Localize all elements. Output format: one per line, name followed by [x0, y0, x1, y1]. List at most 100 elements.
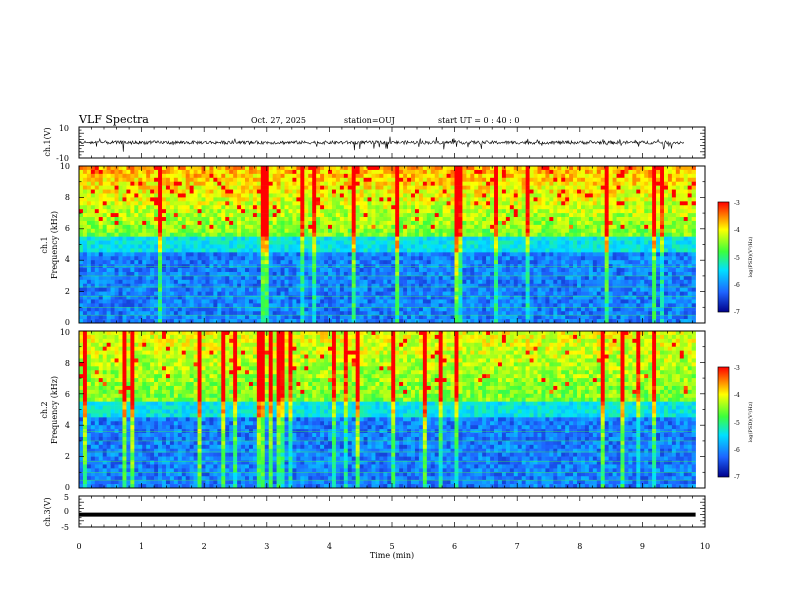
- ch1-spectrogram-cell: [328, 228, 333, 234]
- ch1-spectrogram-cell: [276, 279, 281, 285]
- ch1-spectrogram-cell: [268, 287, 273, 292]
- ch1-spectrogram-cell: [205, 228, 210, 234]
- ch1-spectrogram-cell: [201, 240, 206, 245]
- ch1-spectrogram-cell: [304, 271, 309, 277]
- ch1-spectrogram-cell: [466, 205, 471, 210]
- ch1-spectrogram-cell: [154, 291, 159, 296]
- ch1-spectrogram-cell: [422, 248, 428, 253]
- ch1-spectrogram-cell: [185, 173, 190, 179]
- ch1-spectrogram-cell: [403, 268, 408, 273]
- ch1-spectrogram-cell: [82, 240, 88, 245]
- ch1-spectrogram-cell: [478, 248, 483, 253]
- ch1-spectrogram-cell: [114, 260, 119, 265]
- ch1-spectrogram-cell: [383, 256, 388, 261]
- ch1-spectrogram-cell: [312, 248, 317, 253]
- ch1-spectrogram-cell: [549, 244, 554, 249]
- ch1-spectrogram-cell: [343, 311, 349, 316]
- ch1-spectrogram-cell: [442, 166, 447, 171]
- ch1-spectrogram-cell: [454, 209, 459, 214]
- ch1-spectrogram-cell: [387, 295, 392, 300]
- ch1-spectrogram-cell: [347, 260, 353, 265]
- ch1-spectrogram-cell: [118, 260, 123, 265]
- ch1-spectrogram-cell: [351, 181, 356, 186]
- ch1-spectrogram-cell: [158, 185, 163, 190]
- ch1-spectrogram-cell: [150, 256, 155, 261]
- ch1-spectrogram-cell: [248, 197, 254, 202]
- ch1-spectrogram-cell: [537, 315, 542, 320]
- ch1-spectrogram-cell: [442, 224, 447, 230]
- ch1-spectrogram-cell: [177, 173, 183, 179]
- ch1-spectrogram-cell: [426, 303, 432, 308]
- ch1-spectrogram-cell: [284, 185, 289, 190]
- ch1-spectrogram-cell: [252, 315, 258, 320]
- ch1-spectrogram-cell: [169, 295, 175, 300]
- ch1-spectrogram-cell: [533, 236, 538, 241]
- ch1-spectrogram-cell: [122, 271, 127, 277]
- ch1-spectrogram-cell: [395, 244, 400, 249]
- ch1-spectrogram-cell: [106, 303, 111, 308]
- ch1-spectrogram-cell: [146, 244, 151, 249]
- ch1-spectrogram-cell: [438, 307, 443, 312]
- ch1-spectrogram-cell: [142, 213, 147, 218]
- ch1-spectrogram-cell: [328, 299, 333, 304]
- ch1-spectrogram-cell: [418, 303, 424, 308]
- ch1-spectrogram-cell: [94, 319, 100, 324]
- ch1-spectrogram-cell: [134, 209, 139, 214]
- ch1-spectrogram-cell: [541, 217, 546, 222]
- ch1-spectrogram-cell: [229, 252, 234, 257]
- ch1-spectrogram-cell: [316, 248, 321, 253]
- ch1-spectrogram-cell: [328, 311, 333, 316]
- ch1-spectrogram-cell: [545, 279, 550, 285]
- ch1-spectrogram-cell: [98, 291, 104, 296]
- ch1-spectrogram-cell: [454, 248, 459, 253]
- ch1-spectrogram-cell: [474, 287, 479, 292]
- ch1-spectrogram-cell: [82, 307, 88, 312]
- ch1-spectrogram-cell: [138, 283, 143, 288]
- ch1-spectrogram-cell: [197, 311, 202, 316]
- ch1-spectrogram-cell: [284, 303, 289, 308]
- ch1-spectrogram-cell: [359, 311, 364, 316]
- ch1-spectrogram-cell: [486, 217, 491, 222]
- ch1-spectrogram-cell: [557, 205, 562, 210]
- ch1-spectrogram-cell: [154, 279, 159, 285]
- ch1-spectrogram-cell: [331, 299, 337, 304]
- ch1-spectrogram-cell: [189, 232, 194, 237]
- ch1-spectrogram-cell: [391, 217, 396, 222]
- ch1-spectrogram-cell: [142, 177, 147, 182]
- ch1-spectrogram-cell: [138, 299, 143, 304]
- ch1-spectrogram-cell: [375, 169, 380, 175]
- ch1-spectrogram-cell: [450, 189, 455, 194]
- ch1-spectrogram-cell: [458, 193, 463, 198]
- ch1-spectrogram-cell: [446, 205, 451, 210]
- ch1-spectrogram-cell: [248, 319, 254, 324]
- ch1-spectrogram-cell: [383, 193, 388, 198]
- ch1-spectrogram-cell: [521, 279, 526, 285]
- ch1-spectrogram-cell: [221, 197, 226, 202]
- ch1-spectrogram-cell: [426, 268, 432, 273]
- ch1-spectrogram-cell: [276, 295, 281, 300]
- ch1-spectrogram-cell: [288, 295, 293, 300]
- ch1-spectrogram-cell: [351, 248, 356, 253]
- ch1-spectrogram-cell: [86, 173, 92, 179]
- ch1-spectrogram-cell: [126, 236, 131, 241]
- ch1-spectrogram-cell: [466, 252, 471, 257]
- ch1-spectrogram-cell: [399, 303, 404, 308]
- ch1-spectrogram-cell: [561, 213, 566, 218]
- ch1-spectrogram-cell: [399, 268, 404, 273]
- ch1-spectrogram-cell: [474, 205, 479, 210]
- ch1-spectrogram-cell: [375, 256, 380, 261]
- ch1-spectrogram-cell: [470, 220, 475, 226]
- ch1-spectrogram-cell: [90, 236, 96, 241]
- ch1-spectrogram-cell: [343, 197, 349, 202]
- ch1-spectrogram-cell: [351, 177, 356, 182]
- ch1-spectrogram-cell: [355, 260, 360, 265]
- ch1-spectrogram-cell: [545, 232, 550, 237]
- ch1-spectrogram-cell: [355, 209, 360, 214]
- ch1-spectrogram-cell: [138, 240, 143, 245]
- ch1-spectrogram-cell: [501, 209, 507, 214]
- ch1-spectrogram-cell: [130, 291, 135, 296]
- ch1-spectrogram-cell: [221, 181, 226, 186]
- ch1-spectrogram-cell: [201, 291, 206, 296]
- ch1-spectrogram-cell: [138, 287, 143, 292]
- ch1-spectrogram-cell: [363, 173, 368, 179]
